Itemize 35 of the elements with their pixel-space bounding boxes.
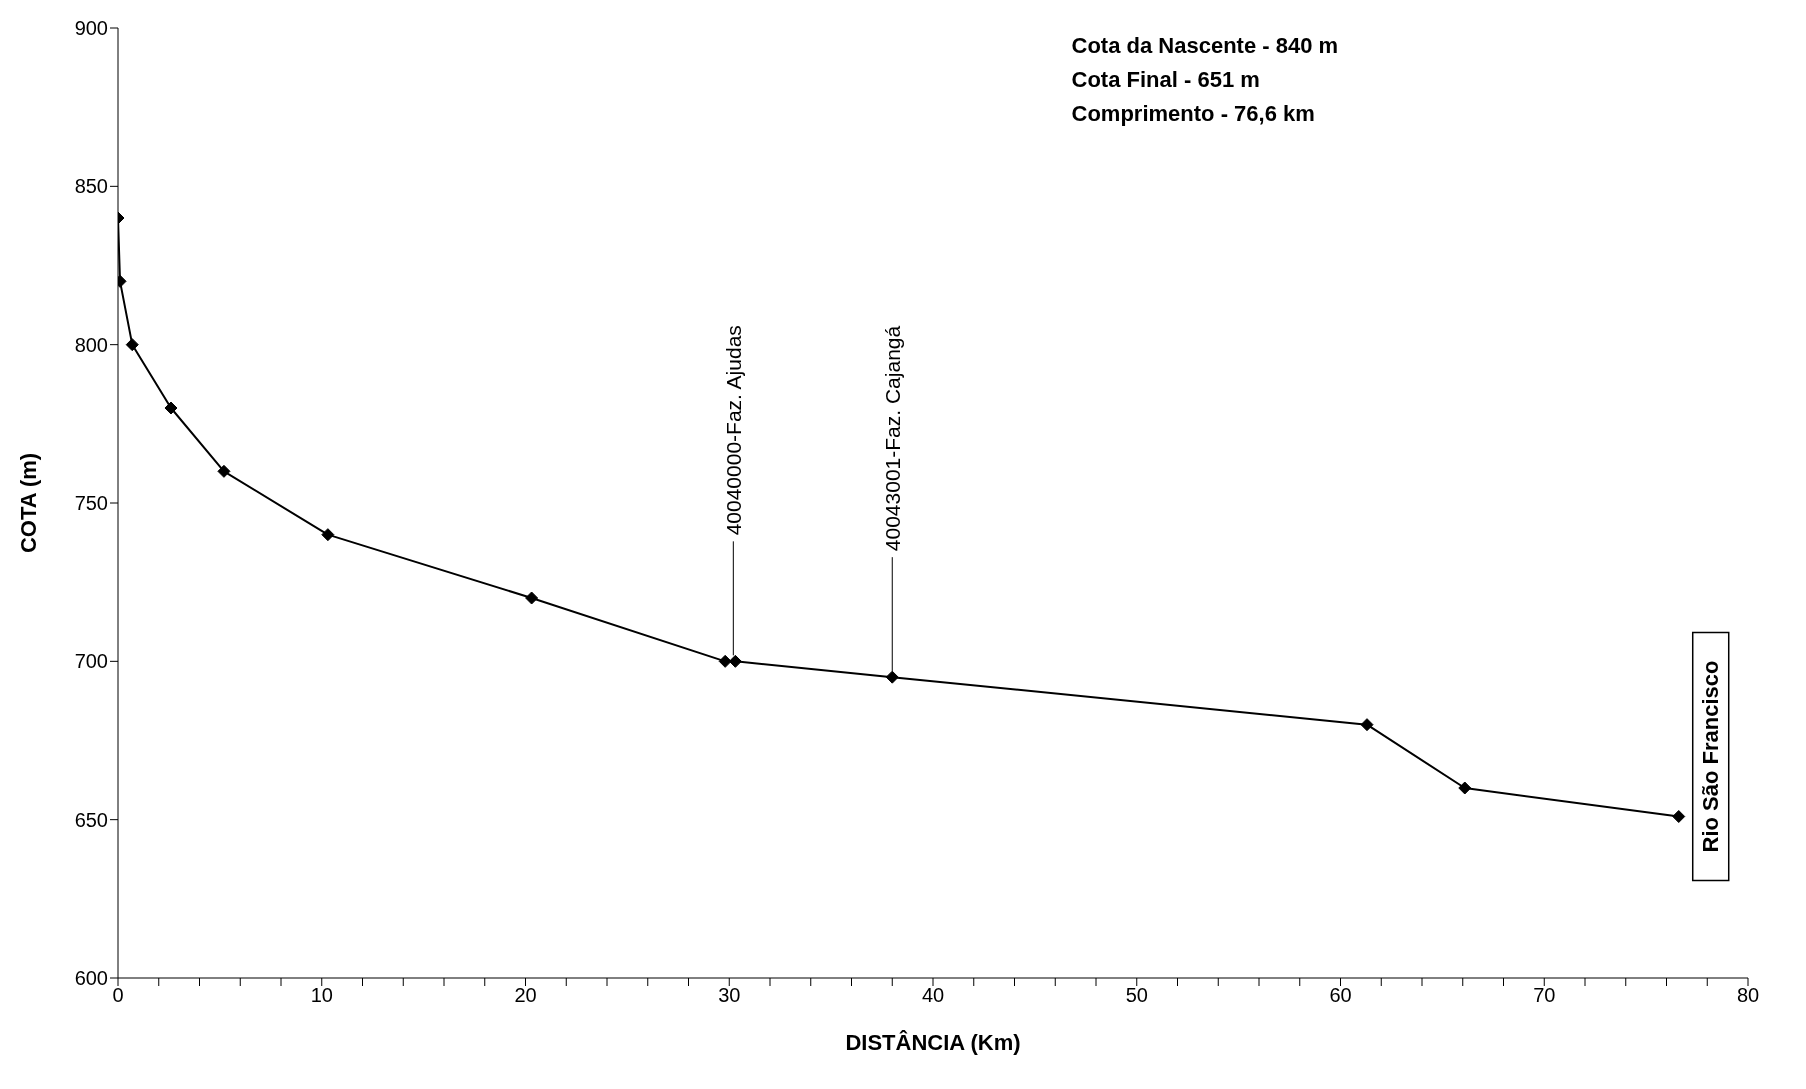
x-tick-label: 50 xyxy=(1125,984,1148,1007)
point xyxy=(1458,781,1472,795)
x-tick-label: 20 xyxy=(514,984,537,1007)
annotation: Comprimento - 76,6 km xyxy=(1071,101,1315,126)
point xyxy=(1672,810,1686,823)
y-tick-label: 600 xyxy=(74,967,108,990)
point xyxy=(321,528,335,542)
annotation: 40040000-Faz. Ajudas xyxy=(721,325,745,536)
x-tick-label: 70 xyxy=(1533,984,1556,1007)
x-tick-label: 60 xyxy=(1329,984,1352,1007)
annotation: Cota Final - 651 m xyxy=(1071,67,1260,92)
x-tick-label: 0 xyxy=(112,984,124,1007)
y-tick-label: 850 xyxy=(74,175,108,198)
x-axis-title: DISTÂNCIA (Km) xyxy=(845,1030,1021,1055)
point xyxy=(885,670,899,684)
annotation: Rio São Francisco xyxy=(1698,660,1724,853)
x-tick-label: 40 xyxy=(921,984,945,1007)
y-tick-label: 900 xyxy=(74,17,108,40)
point xyxy=(525,591,539,605)
point xyxy=(1360,718,1374,732)
point xyxy=(164,401,178,415)
y-tick-label: 750 xyxy=(74,492,108,515)
x-tick-label: 80 xyxy=(1736,984,1760,1007)
x-tick-label: 30 xyxy=(718,984,741,1007)
annotation: 40043001-Faz. Cajangá xyxy=(880,325,904,552)
y-tick-label: 650 xyxy=(74,808,108,831)
point xyxy=(217,464,231,478)
y-tick-label: 800 xyxy=(74,333,108,356)
annotation: Cota da Nascente - 840 m xyxy=(1071,33,1339,58)
y-tick-label: 700 xyxy=(74,650,108,673)
point xyxy=(125,338,139,352)
x-tick-label: 10 xyxy=(310,984,333,1007)
y-axis-title: COTA (m) xyxy=(15,452,41,554)
point xyxy=(728,654,742,668)
point xyxy=(718,654,732,668)
